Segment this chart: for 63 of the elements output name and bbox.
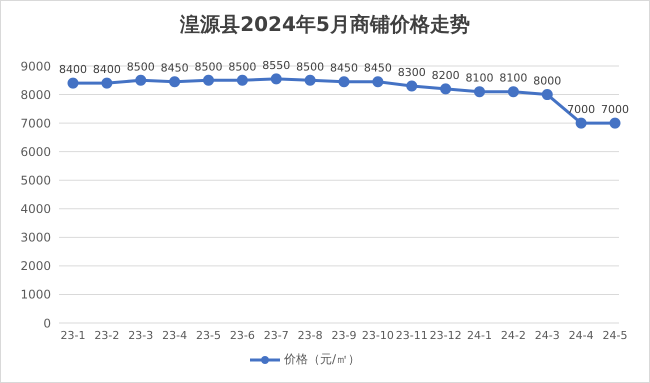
y-tick-label: 5000 — [20, 173, 51, 188]
y-tick-label: 6000 — [20, 144, 51, 159]
x-tick-label: 23-7 — [264, 328, 289, 342]
point — [135, 74, 146, 86]
x-tick-label: 23-6 — [230, 328, 255, 342]
y-tick-label: 1000 — [20, 288, 51, 302]
point — [203, 74, 214, 86]
data-label: 8450 — [160, 62, 189, 75]
x-tick-label: 24-4 — [568, 328, 594, 342]
x-tick-label: 23-8 — [298, 328, 323, 342]
x-tick-label: 23-5 — [196, 328, 221, 342]
x-tick-label: 24-5 — [602, 328, 628, 342]
point — [236, 74, 248, 86]
x-tick-label: 24-1 — [467, 328, 492, 342]
x-tick-label: 23-1 — [60, 328, 86, 342]
point — [338, 76, 350, 88]
x-tick-label: 23-4 — [162, 328, 188, 342]
x-tick-label: 23-9 — [332, 328, 356, 342]
point — [440, 83, 452, 94]
point — [68, 78, 78, 89]
legend-label: 价格（元/㎡） — [282, 351, 360, 368]
data-label: 8200 — [432, 68, 460, 82]
point — [169, 76, 180, 88]
data-label: 8500 — [296, 60, 324, 74]
x-tick-label: 23-2 — [94, 328, 120, 342]
x-tick-label: 23-12 — [430, 328, 462, 342]
data-label: 8100 — [499, 72, 528, 85]
x-tick-label: 24-3 — [534, 328, 560, 342]
point — [101, 78, 112, 89]
x-tick-label: 24-2 — [500, 328, 526, 342]
point — [576, 118, 587, 129]
point — [610, 118, 620, 129]
y-tick-label: 8000 — [20, 88, 51, 102]
y-tick-label: 3000 — [20, 230, 51, 245]
data-label: 7000 — [567, 103, 596, 116]
point — [474, 86, 485, 98]
y-tick-label: 2000 — [20, 259, 51, 274]
point — [372, 76, 384, 88]
y-tick-label: 0 — [43, 316, 51, 330]
data-label: 8000 — [533, 74, 562, 88]
y-tick-label: 4000 — [20, 202, 51, 216]
x-tick-label: 23-3 — [128, 328, 154, 342]
data-label: 8500 — [228, 60, 256, 74]
data-label: 7000 — [601, 103, 629, 116]
point — [542, 89, 553, 100]
data-label: 8300 — [398, 66, 426, 79]
data-label: 8550 — [262, 58, 290, 72]
data-label: 8400 — [59, 63, 87, 76]
data-label: 8500 — [194, 60, 222, 74]
point — [406, 80, 418, 92]
data-label: 8500 — [126, 60, 155, 74]
data-label: 8450 — [364, 62, 392, 75]
chart-title: 湟源县2024年5月商铺价格走势 — [178, 11, 471, 38]
data-label: 8450 — [330, 62, 358, 75]
point — [270, 73, 282, 84]
x-tick-label: 23-11 — [396, 328, 428, 342]
data-label: 8100 — [466, 72, 494, 85]
data-label: 8400 — [92, 63, 121, 76]
point — [304, 74, 316, 86]
x-tick-label: 23-10 — [362, 328, 394, 342]
point — [508, 86, 519, 98]
y-tick-label: 7000 — [20, 116, 51, 130]
y-tick-label: 9000 — [20, 59, 51, 74]
